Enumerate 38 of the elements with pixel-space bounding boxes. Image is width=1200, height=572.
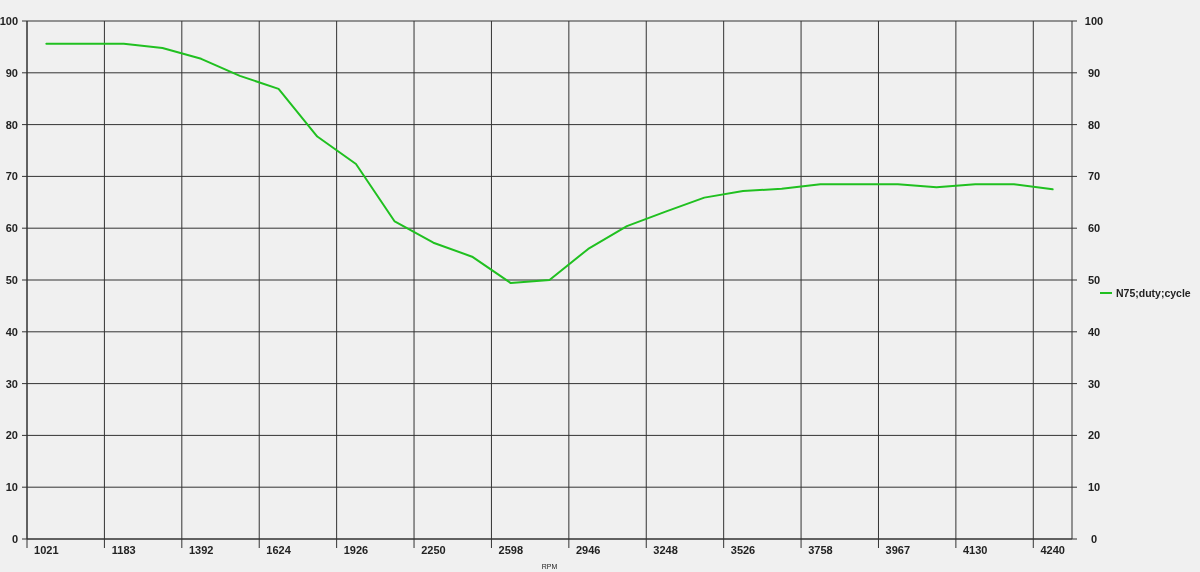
y-tick-label: 0: [11, 533, 18, 545]
x-tick-label: 3758: [808, 544, 833, 556]
x-tick-label: 1624: [266, 544, 292, 556]
x-tick-label: 2598: [498, 544, 524, 556]
x-tick-label: 3526: [730, 544, 756, 556]
y-tick-label: 40: [5, 325, 18, 338]
line-series: [45, 42, 1054, 285]
y-tick-label: 80: [5, 118, 18, 131]
x-tick-label: 4130: [963, 544, 988, 556]
y2-tick-label: 0: [1090, 533, 1098, 545]
x-tick-label: 3248: [653, 544, 678, 556]
y2-tick-label: 70: [1087, 170, 1101, 183]
x-tick-label: 2250: [421, 544, 446, 556]
y-tick-label: 10: [5, 481, 18, 494]
y2-tick-label: 20: [1087, 429, 1101, 442]
x-tick-label: 1926: [343, 544, 369, 556]
y-tick-label: 20: [5, 429, 18, 442]
x-tick-label: 4240: [1040, 544, 1065, 556]
y2-tick-label: 60: [1087, 222, 1101, 235]
y2-tick-label: 10: [1087, 481, 1101, 494]
legend-label: N75;duty;cycle: [1116, 287, 1191, 299]
y-tick-label: 50: [5, 274, 18, 286]
x-tick-label: 1021: [34, 544, 59, 556]
y-tick-label: 30: [5, 377, 18, 390]
y-tick-label: 100: [0, 15, 18, 27]
x-tick-label: 1183: [111, 544, 136, 556]
y2-tick-label: 100: [1084, 15, 1104, 27]
y2-tick-label: 30: [1087, 377, 1101, 390]
y-tick-label: 70: [5, 170, 18, 183]
y2-tick-label: 40: [1087, 325, 1101, 338]
y2-tick-label: 50: [1087, 274, 1101, 286]
y-tick-label: 60: [5, 222, 18, 235]
x-tick-label: 2946: [575, 544, 601, 556]
y2-tick-label: 80: [1087, 118, 1101, 131]
x-tick-label: 3967: [885, 544, 911, 556]
x-tick-label: 1392: [188, 544, 214, 556]
y2-tick-label: 90: [1087, 66, 1101, 79]
y-tick-label: 90: [5, 66, 18, 79]
